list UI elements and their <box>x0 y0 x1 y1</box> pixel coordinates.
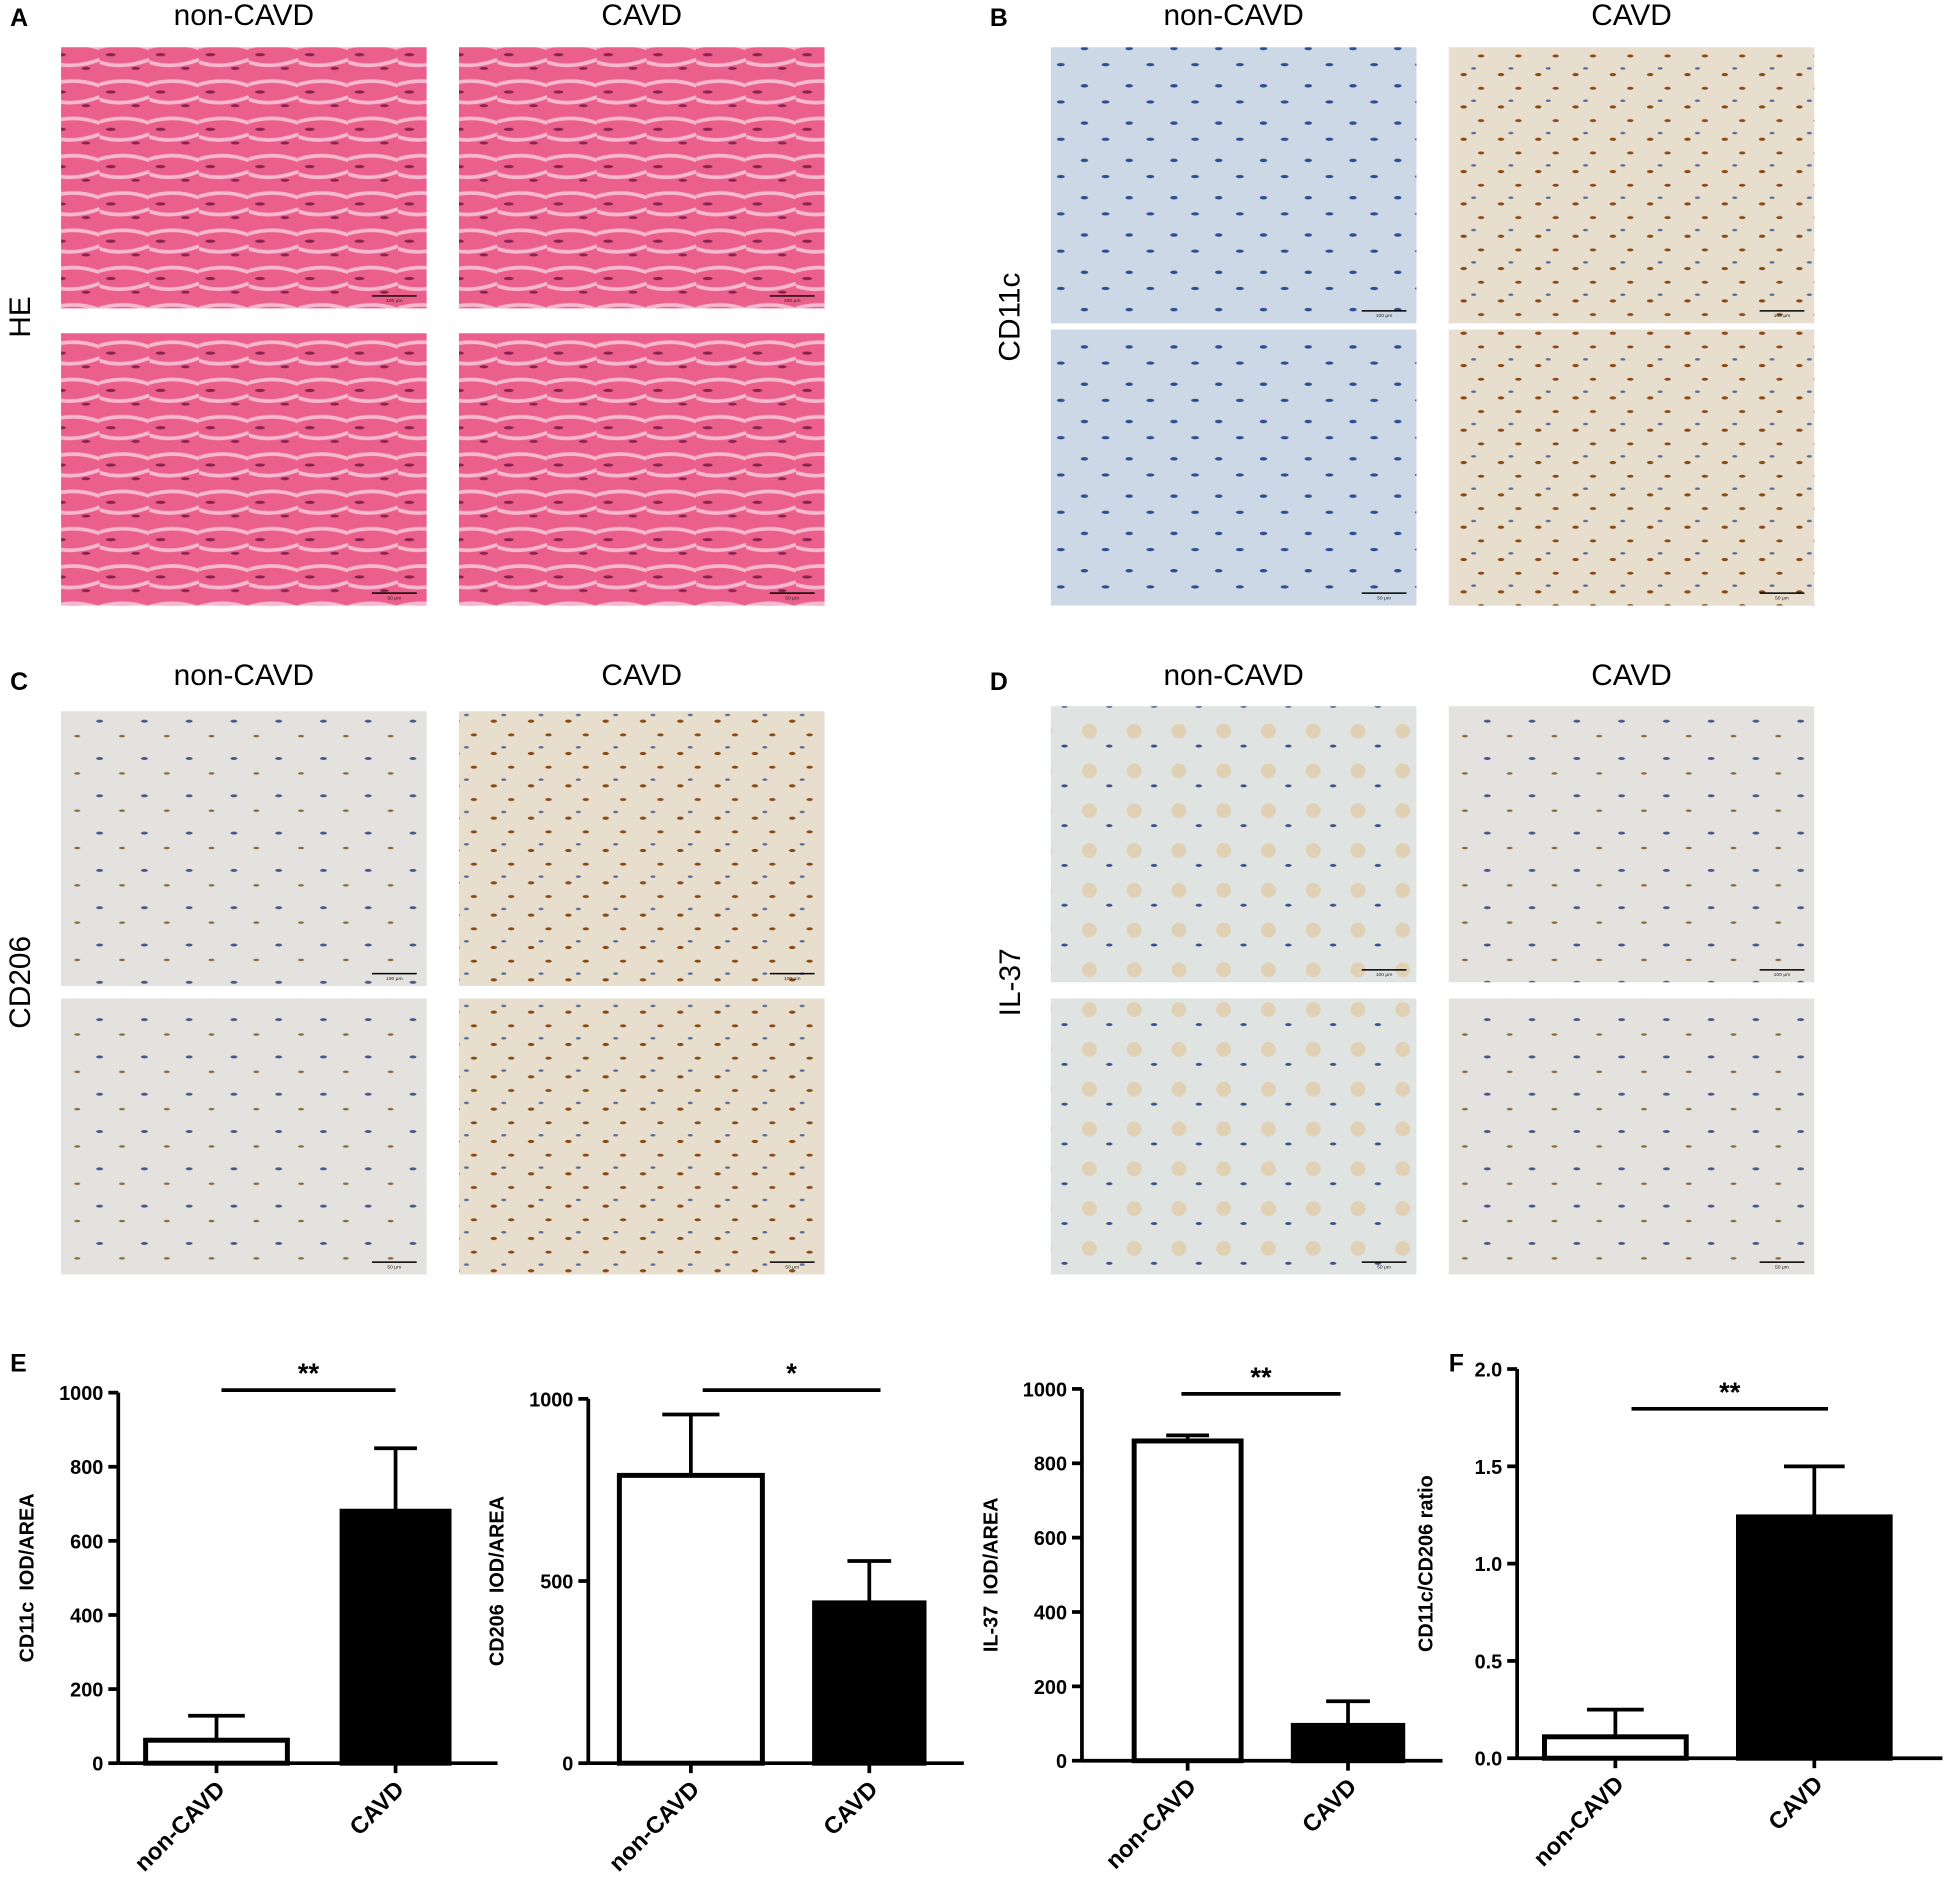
micrograph <box>1448 706 1815 983</box>
scale-label: 100 μm <box>1774 972 1791 978</box>
scale-label: 100 μm <box>1376 972 1393 978</box>
y-tick-label: 0 <box>562 1754 573 1776</box>
y-tick-label: 0 <box>92 1754 103 1776</box>
scale-label: 100 μm <box>784 298 801 304</box>
y-axis-label: IL-37 IOD/AREA <box>980 1498 1002 1653</box>
micrograph <box>458 998 825 1275</box>
scale-label: 50 μm <box>387 1264 401 1270</box>
stain-label: CD11c <box>994 273 1027 362</box>
y-tick-label: 200 <box>1034 1677 1067 1699</box>
micrograph <box>1448 998 1815 1275</box>
micrograph <box>61 711 427 987</box>
scale-label: 50 μm <box>1377 595 1391 601</box>
y-tick-label: 600 <box>1034 1528 1067 1550</box>
micrograph <box>458 711 825 987</box>
scale-label: 100 μm <box>784 976 801 982</box>
bar <box>616 1472 765 1766</box>
x-tick-label: non-CAVD <box>1101 1774 1202 1875</box>
stain-label: HE <box>4 296 37 337</box>
y-tick-label: 800 <box>70 1457 103 1479</box>
x-tick-label: non-CAVD <box>604 1776 705 1877</box>
x-tick-label: CAVD <box>1298 1774 1362 1838</box>
scale-label: 50 μm <box>1775 1264 1789 1270</box>
bar <box>143 1737 290 1766</box>
panel-letter: E <box>10 1350 27 1378</box>
scale-label: 50 μm <box>785 1264 799 1270</box>
micrograph <box>61 47 427 309</box>
scale-label: 100 μm <box>386 298 403 304</box>
scale-label: 100 μm <box>386 976 403 982</box>
stain-label: CD206 <box>4 936 37 1029</box>
y-axis-label: CD11c/CD206 ratio <box>1416 1475 1438 1652</box>
scale-label: 50 μm <box>785 595 799 601</box>
micrograph <box>61 333 427 606</box>
micrograph <box>1050 47 1417 324</box>
column-header: non-CAVD <box>1163 659 1303 692</box>
micrograph <box>1448 47 1815 324</box>
x-tick-label: non-CAVD <box>1529 1771 1630 1872</box>
y-tick-label: 200 <box>70 1680 103 1702</box>
column-header: non-CAVD <box>174 659 314 692</box>
x-tick-label: CAVD <box>819 1776 883 1840</box>
x-tick-label: non-CAVD <box>130 1776 231 1877</box>
bar <box>1131 1438 1244 1764</box>
micrograph <box>458 333 825 606</box>
micrograph <box>1448 329 1815 606</box>
column-header: non-CAVD <box>174 0 314 32</box>
y-tick-label: 0 <box>1056 1751 1067 1773</box>
micrograph <box>1050 706 1417 983</box>
panel-letter: F <box>1449 1350 1464 1378</box>
scale-label: 100 μm <box>1376 313 1393 319</box>
panel-letter: D <box>990 668 1008 696</box>
y-tick-label: 1.5 <box>1475 1457 1503 1479</box>
y-tick-label: 1000 <box>529 1389 573 1411</box>
scale-label: 50 μm <box>1775 595 1789 601</box>
y-tick-label: 400 <box>70 1605 103 1627</box>
column-header: CAVD <box>601 659 682 692</box>
micrograph <box>61 998 427 1275</box>
bar <box>1542 1734 1689 1761</box>
y-tick-label: 0.5 <box>1475 1651 1503 1673</box>
significance-label: ** <box>298 1358 320 1389</box>
scale-label: 100 μm <box>1774 313 1791 319</box>
y-tick-label: 1000 <box>59 1383 103 1405</box>
y-axis-label: CD11c IOD/AREA <box>17 1493 39 1662</box>
bar <box>1290 1722 1406 1764</box>
significance-label: ** <box>1719 1376 1741 1407</box>
stain-label: IL-37 <box>994 948 1027 1016</box>
micrograph <box>1050 329 1417 606</box>
scale-label: 50 μm <box>1377 1264 1391 1270</box>
y-tick-label: 1000 <box>1023 1379 1067 1401</box>
y-tick-label: 0.0 <box>1475 1749 1503 1771</box>
panel-letter: A <box>10 4 28 32</box>
column-header: non-CAVD <box>1163 0 1303 32</box>
y-tick-label: 800 <box>1034 1454 1067 1476</box>
column-header: CAVD <box>601 0 682 32</box>
y-tick-label: 1.0 <box>1475 1554 1503 1576</box>
y-tick-label: 500 <box>540 1571 573 1593</box>
bar <box>812 1600 927 1766</box>
y-axis-label: CD206 IOD/AREA <box>487 1496 509 1666</box>
panel-letter: B <box>990 4 1008 32</box>
column-header: CAVD <box>1591 659 1672 692</box>
y-tick-label: 400 <box>1034 1602 1067 1624</box>
micrograph <box>1050 998 1417 1275</box>
significance-label: ** <box>1250 1361 1272 1392</box>
scale-label: 50 μm <box>387 595 401 601</box>
x-tick-label: CAVD <box>345 1776 409 1840</box>
bar <box>339 1508 452 1766</box>
bar <box>1735 1514 1893 1761</box>
micrograph <box>458 47 825 309</box>
charts: 0 200 400 600 800 1000 CD11c IOD/AREA non-CAVD C… <box>10 1350 1943 1877</box>
panel-letter: C <box>10 668 28 696</box>
y-tick-label: 600 <box>70 1531 103 1553</box>
significance-label: * <box>786 1358 797 1389</box>
x-tick-label: CAVD <box>1764 1771 1828 1835</box>
y-tick-label: 2.0 <box>1475 1359 1503 1381</box>
column-header: CAVD <box>1591 0 1672 32</box>
